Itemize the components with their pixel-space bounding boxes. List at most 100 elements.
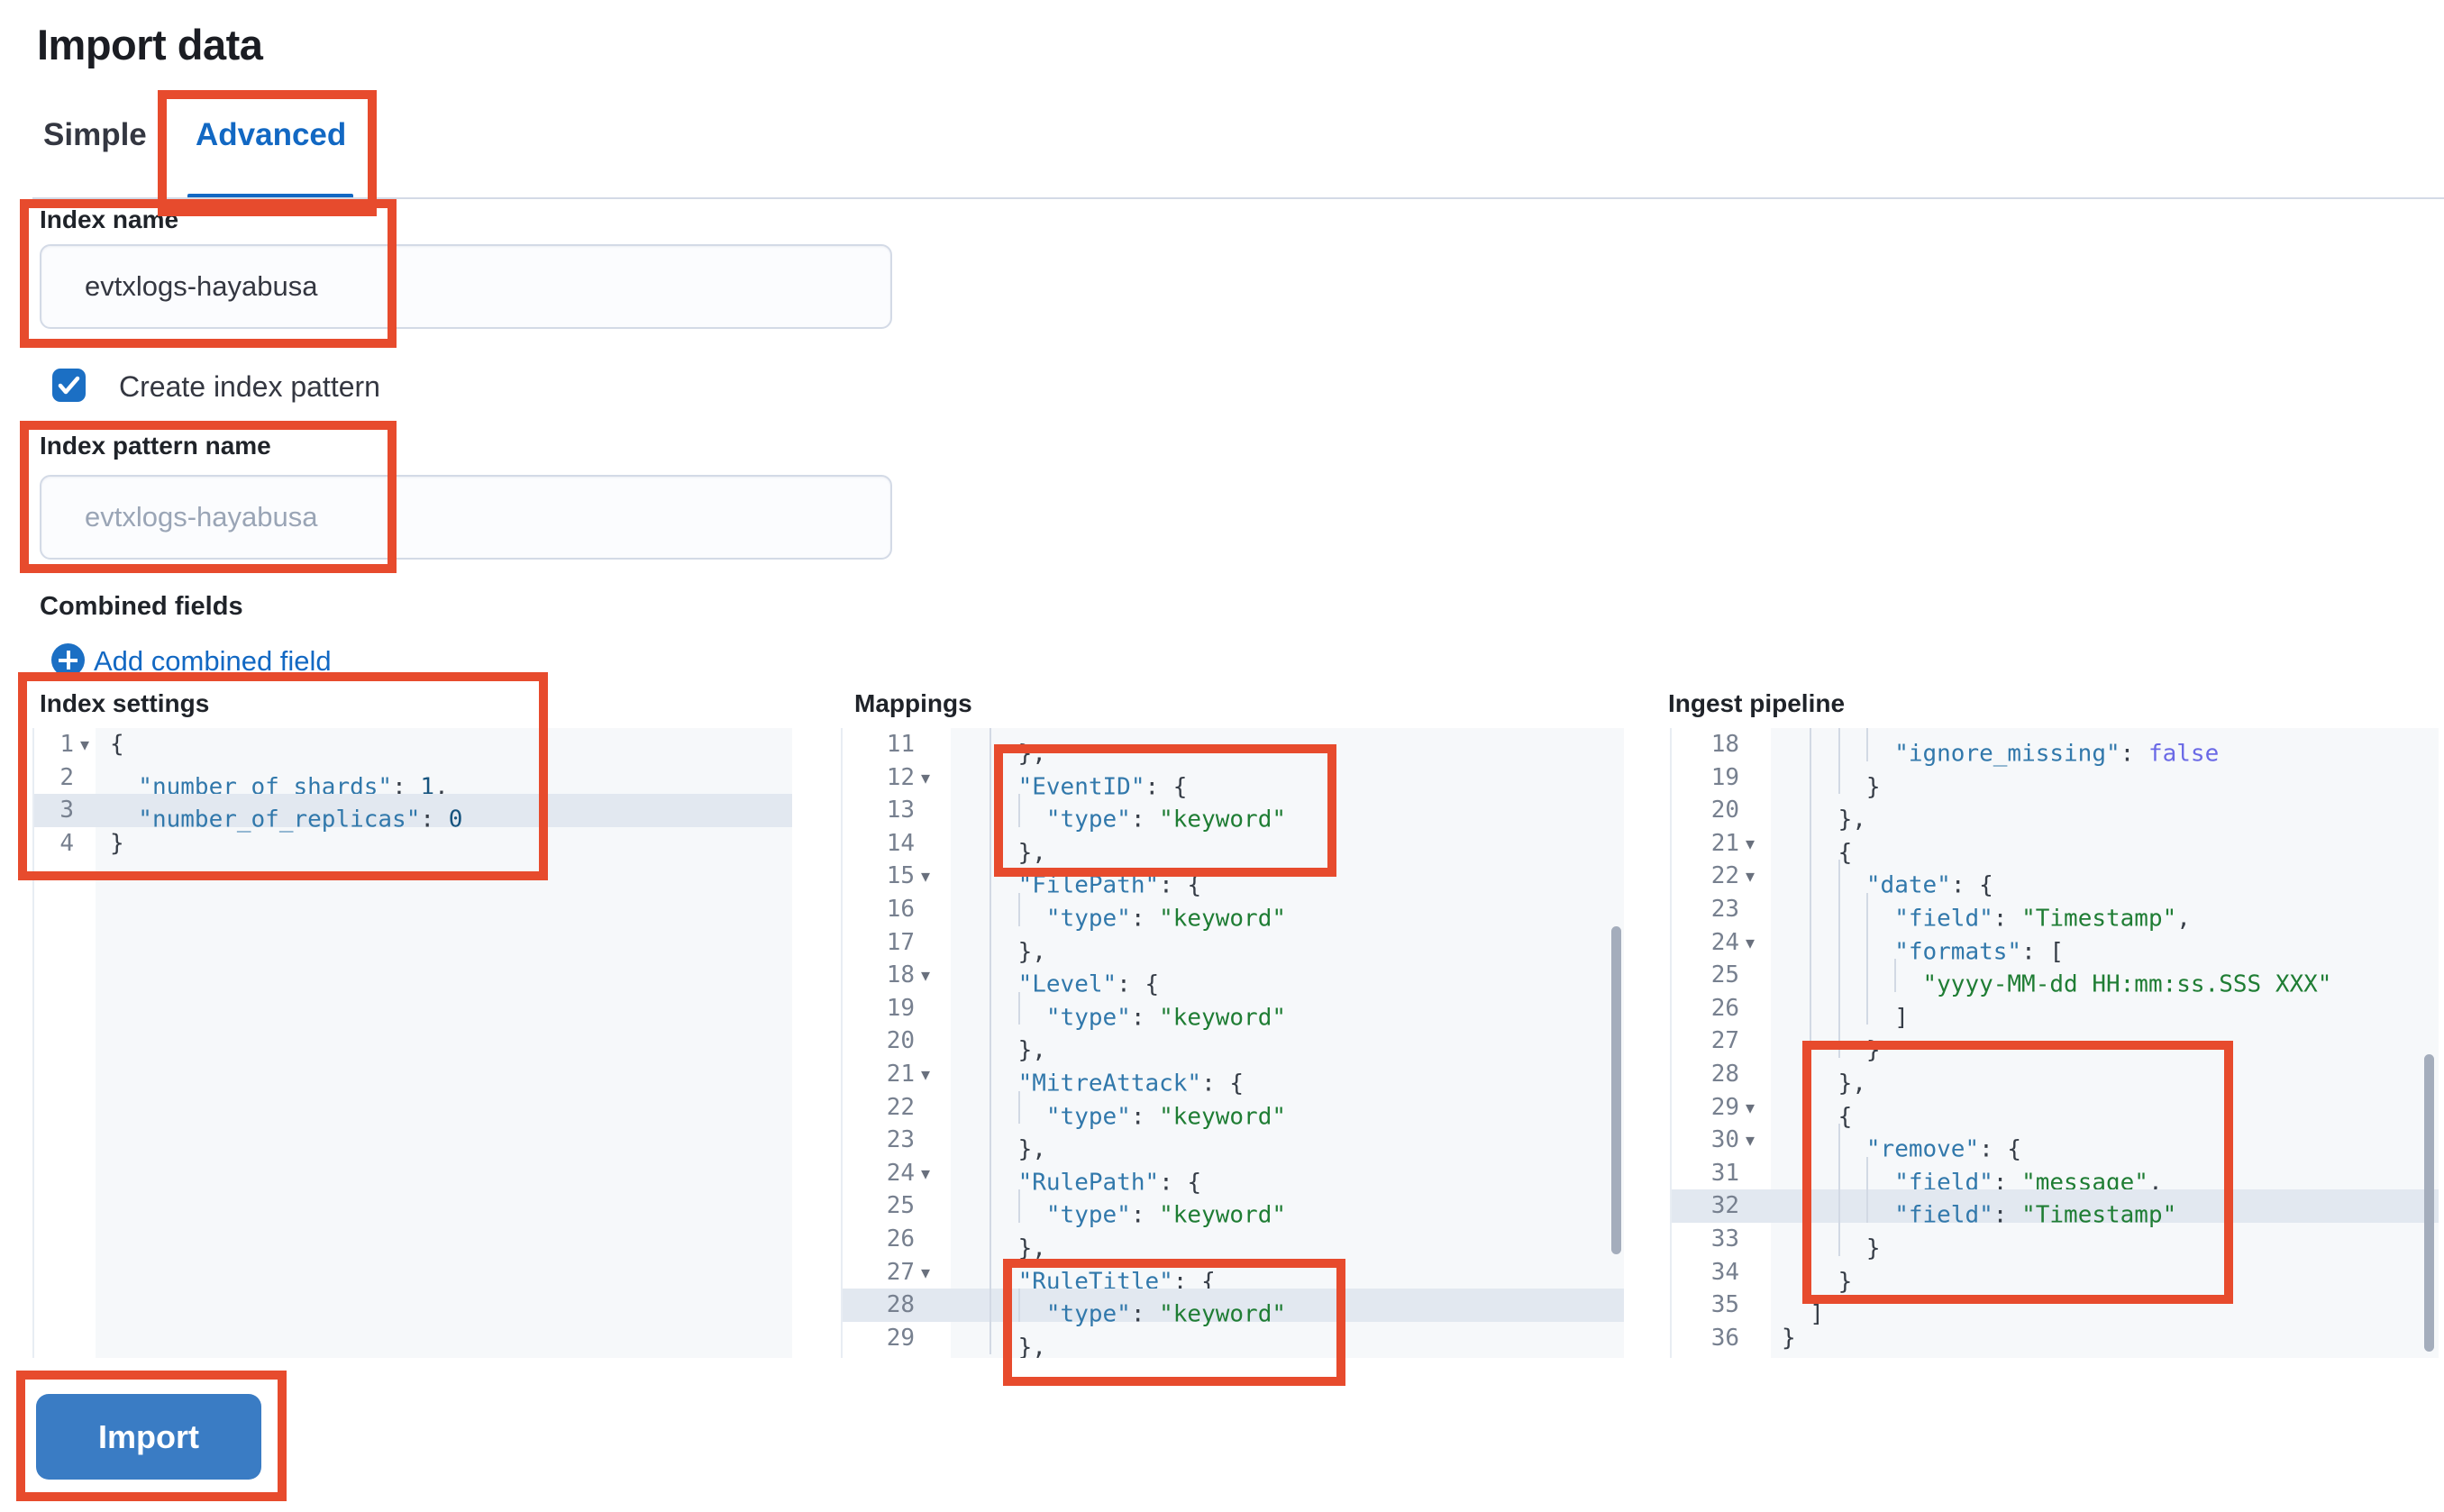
- ingest-pipeline-line-18: 18 "ignore_missing": false: [1672, 728, 2439, 768]
- fold-arrow-icon[interactable]: ▾: [1746, 1129, 1755, 1152]
- fold-arrow-icon[interactable]: ▾: [1746, 832, 1755, 854]
- code-text: "type": "keyword": [951, 1189, 1624, 1229]
- tab-advanced[interactable]: Advanced: [196, 117, 347, 152]
- ingest-pipeline-line-26: 26]: [1672, 992, 2439, 1032]
- fold-arrow-slot: [915, 1124, 951, 1157]
- line-number: 25: [886, 1192, 915, 1220]
- line-number: 20: [1710, 797, 1739, 824]
- fold-arrow-slot: [1739, 761, 1771, 795]
- ingest-pipeline-line-25: 25 "yyyy-MM-dd HH:mm:ss.SSS XXX": [1672, 959, 2439, 998]
- code-text: {: [110, 731, 124, 758]
- fold-arrow-icon[interactable]: ▾: [921, 865, 931, 888]
- code-text: "FilePath": {: [951, 860, 1624, 899]
- index-name-input[interactable]: [40, 244, 892, 329]
- fold-arrow-slot: [1739, 893, 1771, 926]
- tab-simple[interactable]: Simple: [43, 117, 147, 152]
- mappings-line-17: 17},: [843, 926, 1624, 966]
- mappings-line-21: 21 ▾ "MitreAttack": {: [843, 1058, 1624, 1098]
- ingest-pipeline-line-28: 28},: [1672, 1058, 2439, 1098]
- line-number: 2: [59, 763, 74, 791]
- ingest-pipeline-line-33: 33}: [1672, 1223, 2439, 1262]
- fold-arrow-slot: [915, 1189, 951, 1223]
- fold-arrow-slot: [915, 827, 951, 861]
- code-text: },: [951, 926, 1624, 965]
- line-number: 16: [886, 895, 915, 923]
- index-pattern-name-input[interactable]: [40, 475, 892, 560]
- fold-arrow-slot: [915, 992, 951, 1025]
- code-text: },: [951, 1223, 1624, 1262]
- code-text: "type": "keyword": [951, 992, 1624, 1031]
- code-text: "ignore_missing": false: [1771, 728, 2439, 768]
- code-text: "field": "Timestamp": [1771, 1189, 2439, 1229]
- line-number: 34: [1710, 1258, 1739, 1286]
- fold-arrow-icon[interactable]: ▾: [921, 964, 931, 987]
- ingest-pipeline-line-31: 31 "field": "message",: [1672, 1157, 2439, 1197]
- import-button[interactable]: Import: [36, 1394, 261, 1480]
- ingest-pipeline-scrollbar[interactable]: [2424, 1054, 2434, 1352]
- fold-arrow-slot: [915, 926, 951, 960]
- fold-arrow-icon[interactable]: ▾: [1746, 1096, 1755, 1118]
- code-text: }: [1771, 761, 2439, 800]
- create-index-pattern-label: Create index pattern: [119, 370, 380, 403]
- code-text: "Level": {: [951, 959, 1624, 998]
- mappings-line-27: 27 ▾ "RuleTitle": {: [843, 1256, 1624, 1296]
- ingest-pipeline-line-29: 29 ▾ {: [1672, 1091, 2439, 1131]
- index-settings-editor[interactable]: 1 ▾ {2 "number_of_shards": 1, 3 "number_of_re…: [32, 728, 792, 1358]
- plus-in-circle-icon[interactable]: [51, 643, 85, 677]
- fold-arrow-icon[interactable]: ▾: [1746, 931, 1755, 953]
- fold-arrow-icon[interactable]: ▾: [1746, 865, 1755, 888]
- mappings-scrollbar[interactable]: [1611, 926, 1621, 1254]
- code-text: },: [951, 728, 1624, 768]
- code-text: }: [1782, 1324, 1796, 1352]
- mappings-line-12: 12 ▾ "EventID": {: [843, 761, 1624, 801]
- fold-arrow-slot: [1739, 1189, 1771, 1223]
- code-text: }: [1771, 1256, 2439, 1295]
- mappings-line-29: 29},: [843, 1322, 1624, 1358]
- fold-arrow-slot: [1739, 1157, 1771, 1190]
- line-number: 26: [886, 1225, 915, 1252]
- fold-arrow-icon[interactable]: ▾: [921, 1161, 931, 1184]
- index-settings-label: Index settings: [40, 689, 210, 717]
- ingest-pipeline-line-27: 27}: [1672, 1025, 2439, 1064]
- index-settings-line-3: 3 "number_of_replicas": 0: [34, 794, 792, 833]
- fold-arrow-icon[interactable]: ▾: [921, 766, 931, 788]
- ingest-pipeline-editor[interactable]: 18 "ignore_missing": false 19} 20}, 21 ▾{22 ▾ "…: [1670, 728, 2439, 1358]
- line-number: 26: [1710, 994, 1739, 1022]
- ingest-pipeline-line-22: 22 ▾ "date": {: [1672, 860, 2439, 899]
- line-number: 23: [1710, 895, 1739, 923]
- code-text: "yyyy-MM-dd HH:mm:ss.SSS XXX": [1771, 959, 2439, 998]
- fold-arrow-icon[interactable]: ▾: [80, 733, 90, 755]
- ingest-pipeline-line-23: 23 "field": "Timestamp",: [1672, 893, 2439, 933]
- mappings-line-14: 14},: [843, 827, 1624, 867]
- fold-arrow-icon[interactable]: ▾: [921, 1261, 931, 1283]
- mappings-line-19: 19 "type": "keyword": [843, 992, 1624, 1032]
- fold-arrow-slot: [1739, 1025, 1771, 1058]
- add-combined-field-link[interactable]: Add combined field: [94, 645, 332, 677]
- line-number: 28: [886, 1291, 915, 1319]
- fold-arrow-slot: [74, 827, 96, 861]
- line-number: 19: [886, 994, 915, 1022]
- create-index-pattern-checkbox[interactable]: [52, 369, 86, 402]
- mappings-line-13: 13 "type": "keyword": [843, 794, 1624, 833]
- line-number: 21: [886, 1060, 915, 1088]
- mappings-line-15: 15 ▾ "FilePath": {: [843, 860, 1624, 899]
- code-text: {: [1771, 1091, 2439, 1130]
- code-text: ]: [1810, 1300, 1824, 1328]
- fold-arrow-slot: [915, 1025, 951, 1058]
- code-text: },: [951, 827, 1624, 866]
- checkmark-icon: [58, 376, 80, 395]
- mappings-editor[interactable]: 11}, 12 ▾ "EventID": {13 "type": "keyword" 14…: [841, 728, 1624, 1358]
- line-number: 22: [886, 1093, 915, 1121]
- fold-arrow-icon[interactable]: ▾: [921, 1062, 931, 1085]
- mappings-line-16: 16 "type": "keyword": [843, 893, 1624, 933]
- line-number: 1: [59, 731, 74, 758]
- code-text: },: [951, 1124, 1624, 1163]
- code-text: "EventID": {: [951, 761, 1624, 800]
- code-text: }: [1771, 1223, 2439, 1262]
- ingest-pipeline-line-30: 30 ▾ "remove": {: [1672, 1124, 2439, 1163]
- line-number: 19: [1710, 763, 1739, 791]
- ingest-pipeline-line-34: 34}: [1672, 1256, 2439, 1296]
- line-number: 31: [1710, 1159, 1739, 1187]
- tabs-divider: [32, 197, 2444, 199]
